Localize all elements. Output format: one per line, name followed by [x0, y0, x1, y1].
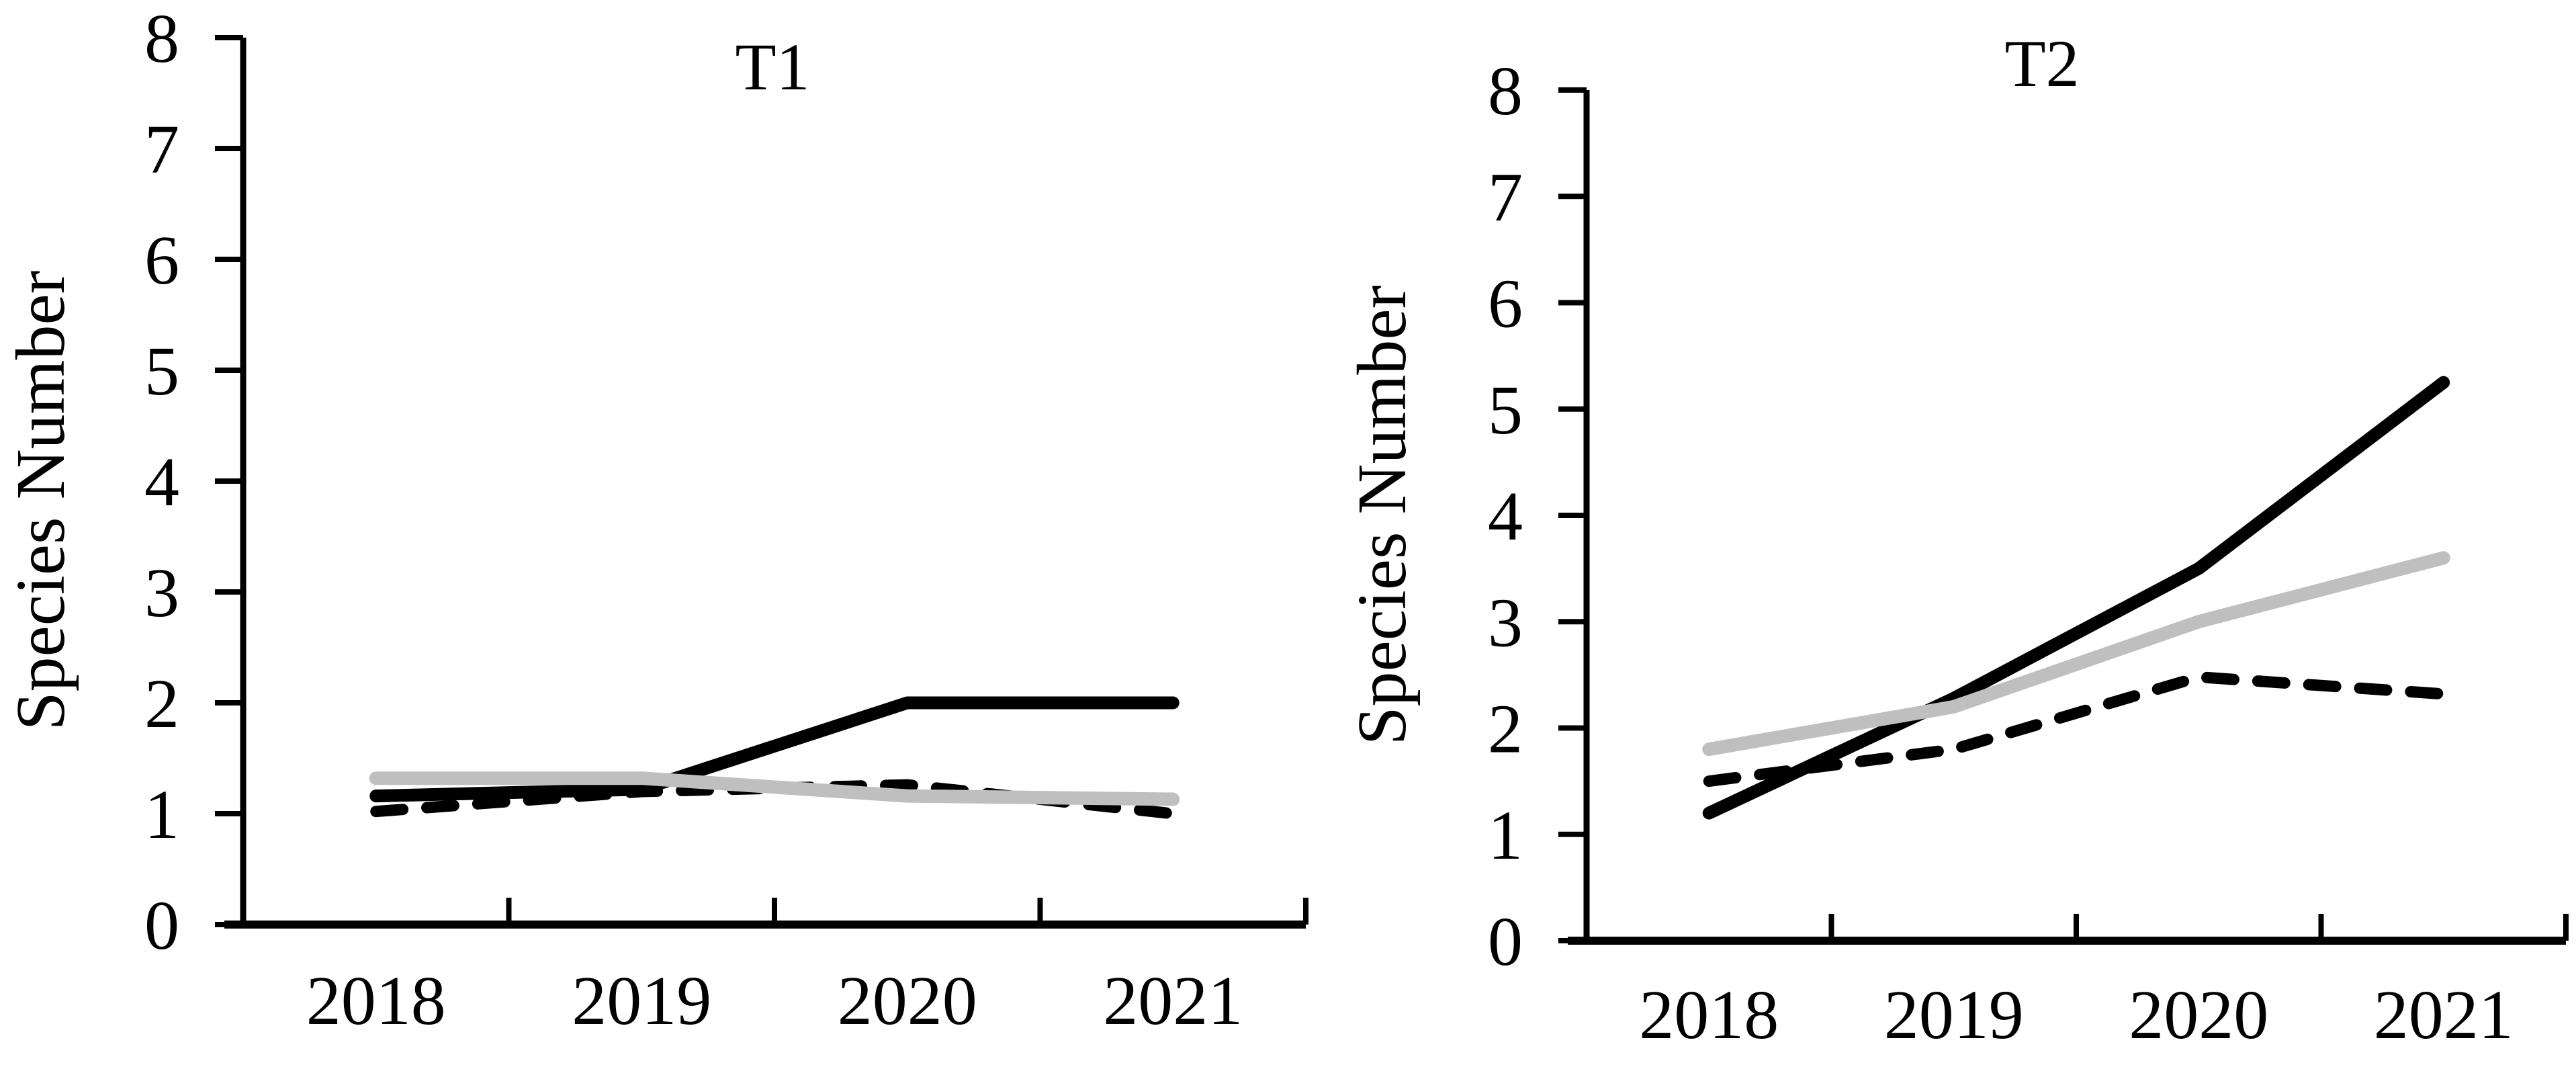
y-tick-label: 1 — [144, 776, 179, 853]
x-category-label: 2019 — [572, 962, 711, 1039]
y-tick-label: 3 — [1488, 584, 1523, 661]
y-tick-label: 0 — [1488, 903, 1523, 980]
chart-t1-title: T1 — [735, 30, 809, 104]
y-tick-label: 6 — [144, 222, 179, 299]
chart-t2-plot-area: 0 1 2 3 4 5 6 7 8 2018 2019 2020 2021 — [1488, 52, 2569, 1054]
y-tick-label: 2 — [144, 665, 179, 742]
series-line-black-solid — [1702, 376, 2450, 820]
y-tick-label: 4 — [1488, 478, 1523, 555]
series-line-gray-solid — [1702, 551, 2450, 757]
x-category-label: 2021 — [2374, 976, 2514, 1054]
x-category-label: 2020 — [2129, 976, 2268, 1054]
chart-t2-y-axis-title: Species Number — [1343, 286, 1421, 745]
y-tick-label: 0 — [144, 887, 179, 964]
x-category-label: 2018 — [1639, 976, 1779, 1054]
chart-t1-plot-area: 0 1 2 3 4 5 6 7 8 2018 2019 2020 2021 — [144, 0, 1308, 1039]
y-tick-label: 1 — [1488, 797, 1523, 874]
y-tick-label: 6 — [1488, 265, 1523, 343]
x-category-label: 2021 — [1103, 962, 1243, 1039]
chart-t2: T2 Species Number 0 1 2 3 4 5 6 7 8 2018 2019 2020 2… — [1343, 26, 2569, 1054]
x-category-label: 2018 — [306, 962, 446, 1039]
y-tick-label: 4 — [144, 443, 179, 521]
series-line-black-dashed — [1703, 671, 2450, 787]
x-category-label: 2020 — [838, 962, 977, 1039]
y-tick-label: 7 — [144, 111, 179, 188]
series-line-black-solid — [369, 696, 1180, 803]
y-tick-label: 5 — [1488, 372, 1523, 449]
chart-t2-title: T2 — [2004, 26, 2079, 101]
y-tick-label: 8 — [144, 0, 179, 77]
chart-t1-y-axis-title: Species Number — [2, 271, 79, 730]
y-tick-label: 8 — [1488, 52, 1523, 130]
series-line-gray-solid — [369, 771, 1180, 806]
y-tick-label: 3 — [144, 554, 179, 632]
chart-t1: T1 Species Number 0 1 2 3 4 5 6 7 8 2018 2019 2020 2… — [2, 0, 1308, 1039]
y-tick-label: 5 — [144, 333, 179, 410]
x-category-label: 2019 — [1884, 976, 2024, 1054]
y-tick-label: 7 — [1488, 159, 1523, 236]
y-tick-label: 2 — [1488, 691, 1523, 768]
